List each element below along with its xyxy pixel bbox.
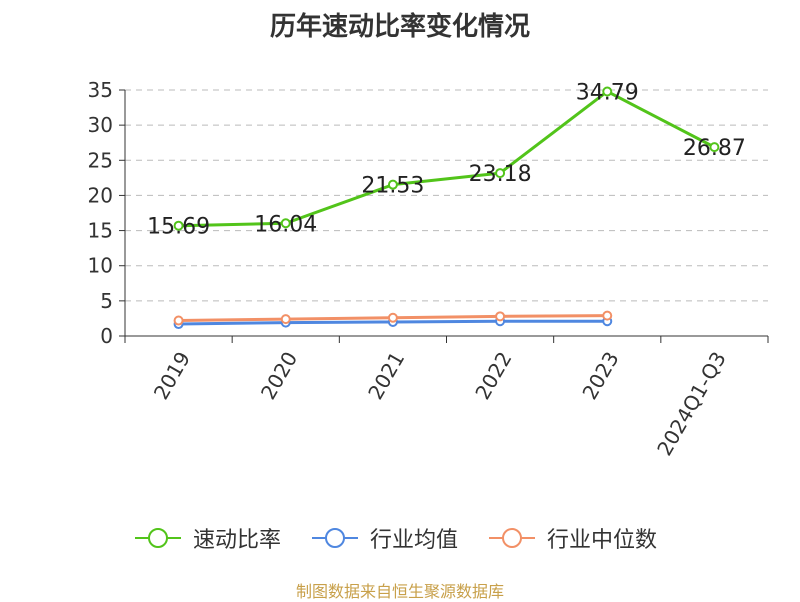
series-line-0 [178,89,716,228]
data-label: 23.18 [469,162,532,187]
legend-label-industry-avg: 行业均值 [370,528,459,553]
legend-item-industry-avg[interactable]: 行业均值 [310,520,458,556]
legend-label-industry-median: 行业中位数 [547,528,658,553]
legend-swatch-industry-median [489,528,535,548]
data-point-0 [495,168,506,179]
data-point-2 [387,312,398,323]
x-tick-label: 2024Q1-Q3 [652,348,731,460]
data-point-0 [602,86,613,97]
data-label: 21.53 [361,174,424,199]
data-point-2 [173,315,184,326]
y-tick-label: 30 [88,113,113,137]
chart-title: 历年速动比率变化情况 [269,12,530,42]
legend-item-quick-ratio[interactable]: 速动比率 [133,520,281,556]
y-tick-label: 35 [88,78,113,102]
legend-swatch-industry-avg [312,528,358,548]
y-tick-label: 15 [88,219,113,243]
x-tick-label: 2022 [470,348,516,404]
data-point-0 [709,142,720,153]
source-note: 制图数据来自恒生聚源数据库 [295,582,504,601]
data-point-2 [602,310,613,321]
x-tick-label: 2023 [577,348,623,404]
data-point-2 [280,314,291,325]
y-tick-label: 5 [100,289,113,313]
data-point-0 [387,179,398,190]
data-point-0 [280,218,291,229]
legend: 速动比率 行业均值 行业中位数 [0,520,800,556]
legend-item-industry-median[interactable]: 行业中位数 [487,520,657,556]
line-chart: 0 5 10 15 20 25 30 35 2019 2020 2021 2022 2023 2024Q1… [88,78,769,460]
data-label: 34.79 [576,80,639,105]
x-tick-label: 2020 [256,348,302,404]
y-tick-label: 0 [100,324,113,348]
legend-swatch-quick-ratio [135,528,181,548]
y-tick-label: 25 [88,148,113,172]
data-label: 26.87 [683,136,746,161]
data-point-0 [173,220,184,231]
x-tick-label: 2021 [363,348,409,404]
y-tick-label: 10 [88,254,113,278]
data-label: 16.04 [254,212,317,237]
y-tick-label: 20 [88,183,113,207]
data-point-2 [495,311,506,322]
x-tick-label: 2019 [149,348,195,404]
data-label: 15.69 [147,215,210,240]
legend-label-quick-ratio: 速动比率 [193,528,282,553]
